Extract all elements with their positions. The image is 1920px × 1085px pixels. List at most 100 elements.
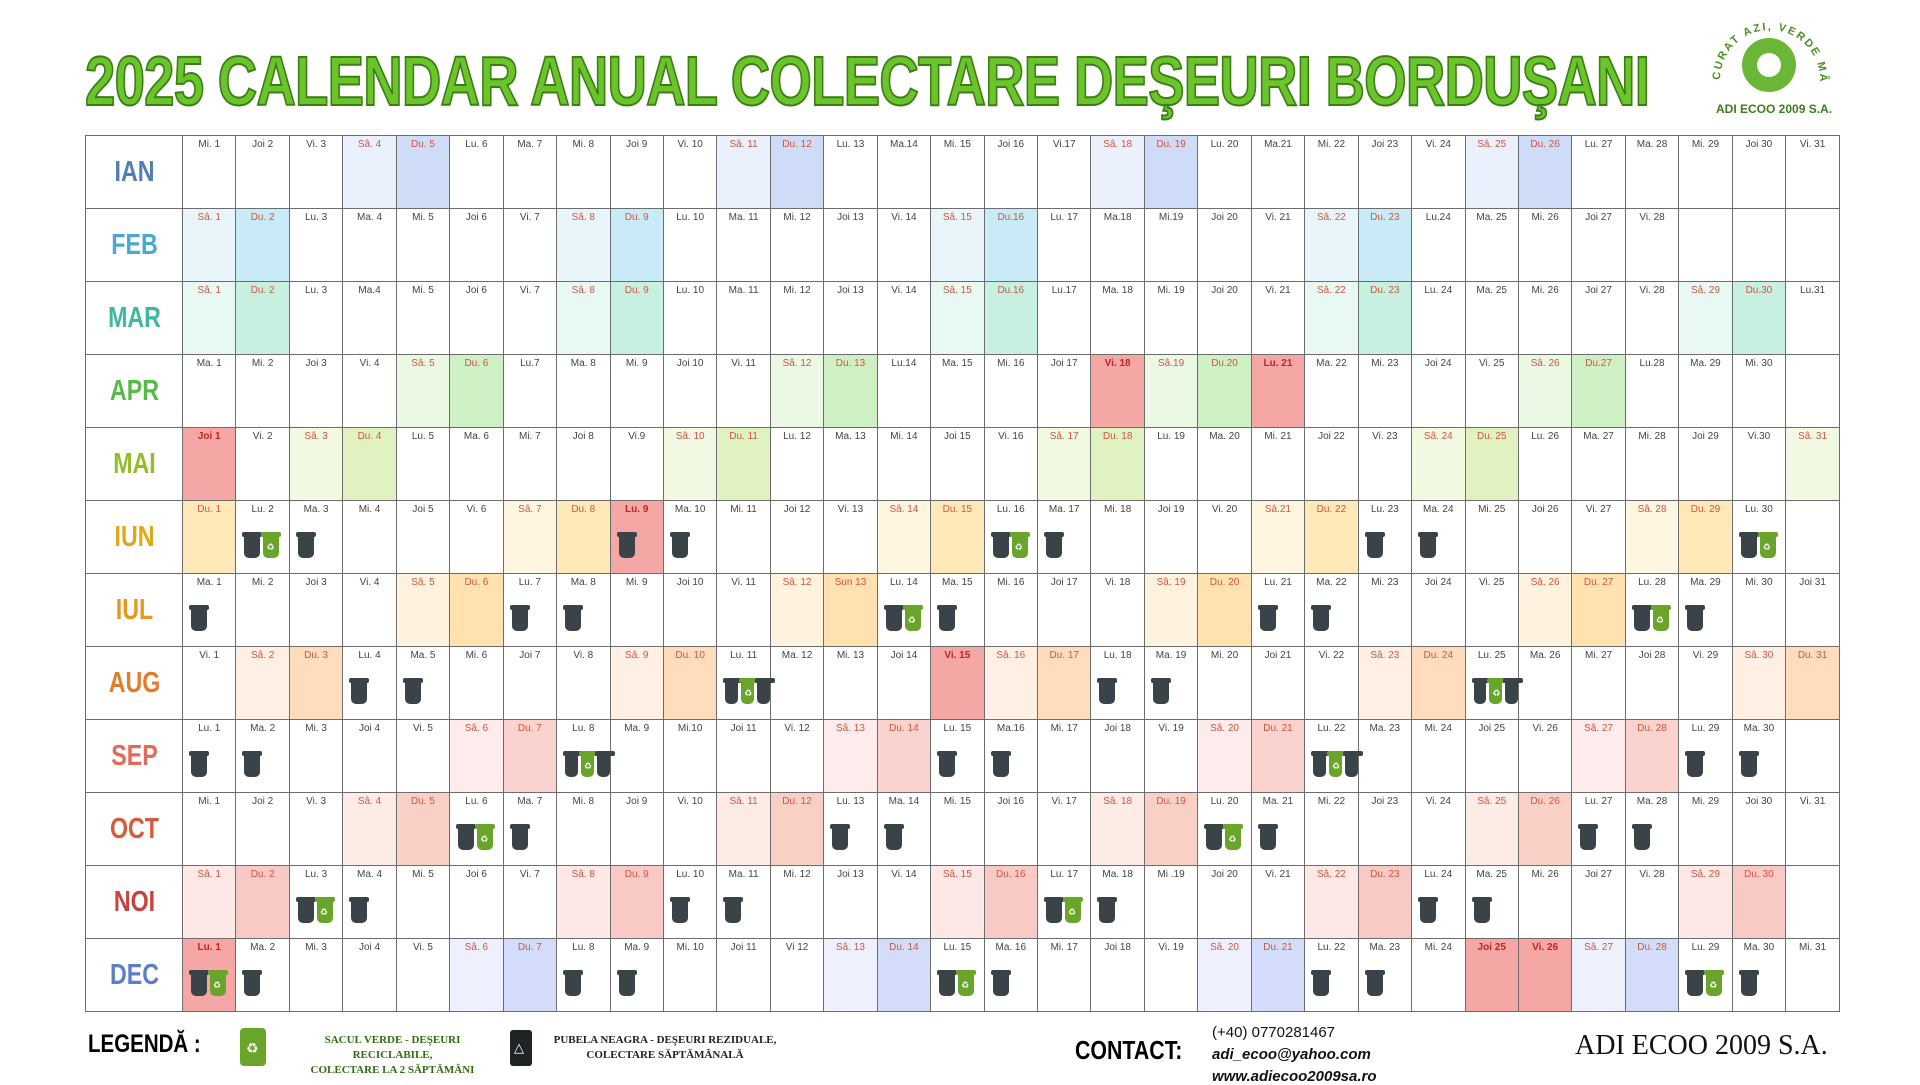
day-label: Lu. 11 — [730, 650, 758, 661]
day-cell: Ma. 7 — [502, 135, 558, 209]
day-label: Du.20 — [1211, 358, 1238, 369]
day-cell: Du. 27 — [1571, 573, 1626, 647]
black-residual-bin-icon — [990, 751, 1011, 777]
day-label: Sâ.19 — [1158, 358, 1185, 369]
month-row: IAN Mi. 1 Joi 2 Vi. 3 Sâ. 4 Du. 5 Lu. 6 Ma. 7 Mi… — [86, 135, 1840, 209]
day-cell: Vi. 18 — [1090, 354, 1145, 428]
day-label: Mi. 2 — [251, 577, 274, 588]
day-label: Vi.17 — [1052, 139, 1076, 150]
day-cell: Mi. 19 — [1143, 281, 1199, 355]
day-cell: Ma. 20 — [1197, 427, 1252, 501]
month-name: SEP — [94, 719, 174, 793]
day-cell: Sâ. 27 — [1571, 719, 1626, 793]
day-label: Ma. 10 — [674, 504, 706, 515]
day-cell: Joi 23 — [1357, 135, 1413, 209]
day-label: Lu. 29 — [1691, 942, 1720, 953]
day-cell: Vi. 18 — [1090, 573, 1145, 647]
day-label: Mi. 9 — [625, 577, 648, 588]
black-residual-bin-icon — [990, 532, 1011, 558]
day-cell: Mi. 3 — [288, 938, 344, 1012]
day-cell: Mi. 4 — [342, 500, 397, 574]
day-cell: Lu. 27 — [1571, 135, 1626, 209]
day-cell: Sâ. 22 — [1304, 208, 1359, 282]
day-cell: Joi 17 — [1036, 573, 1092, 647]
day-cell: Du. 5 — [395, 135, 451, 209]
day-label: Vi. 7 — [519, 869, 540, 880]
day-cell: Mi. 31 — [1785, 938, 1840, 1012]
day-cell: Joi 31 — [1785, 573, 1840, 647]
day-label: Mi. 6 — [465, 650, 488, 661]
day-cell: Joi 9 — [609, 135, 664, 209]
day-label: Lu. 18 — [1103, 650, 1132, 661]
day-cell: Mi. 16 — [983, 354, 1039, 428]
day-label: Vi. 31 — [1799, 139, 1826, 150]
day-cell: Lu. 24 — [1411, 281, 1466, 355]
day-cell: Sâ. 18 — [1090, 792, 1145, 866]
day-cell: Du. 12 — [769, 135, 825, 209]
day-cell: Vi. 2 — [235, 427, 290, 501]
day-cell: Lu. 29 — [1678, 938, 1733, 1012]
day-cell: Du. 23 — [1357, 865, 1413, 939]
day-label: Sâ. 28 — [1637, 504, 1667, 515]
day-label: Mi. 22 — [1317, 796, 1346, 807]
day-label: Ma. 28 — [1636, 139, 1668, 150]
day-label: Mi. 27 — [1584, 650, 1613, 661]
day-label: Joi 16 — [997, 139, 1025, 150]
day-cell: Ma. 11 — [716, 208, 771, 282]
day-cell: Mi. 1 — [181, 792, 237, 866]
contact-website[interactable]: www.adiecoo2009sa.ro — [1212, 1068, 1377, 1085]
day-label: Sâ. 1 — [197, 869, 221, 880]
day-label: Du. 14 — [889, 723, 919, 734]
day-label: Ma. 1 — [196, 577, 222, 588]
day-label: Mi. 8 — [572, 139, 595, 150]
day-label: Vi. 10 — [677, 139, 703, 150]
black-residual-bin-icon — [563, 605, 584, 631]
day-cell: Du. 18 — [1090, 427, 1145, 501]
day-cell: Vi. 4 — [342, 354, 397, 428]
contact-email[interactable]: adi_ecoo@yahoo.com — [1212, 1046, 1371, 1063]
day-cell: Lu. 11 — [716, 646, 775, 720]
day-label: Du. 17 — [1049, 650, 1079, 661]
day-label: Ma. 15 — [942, 358, 973, 369]
day-cell: Du.16 — [983, 281, 1039, 355]
black-residual-bin-icon — [509, 824, 530, 850]
day-label: Mi. 26 — [1531, 869, 1559, 880]
day-cell: Vi. 22 — [1304, 646, 1359, 720]
day-cell: Joi 25 — [1464, 719, 1519, 793]
day-cell: Vi. 6 — [449, 500, 504, 574]
day-label: Du. 7 — [517, 942, 542, 953]
black-residual-bin-icon — [669, 897, 690, 923]
black-residual-bin-icon — [1257, 824, 1278, 850]
day-label: Vi. 20 — [1211, 504, 1238, 515]
day-cell: Du. 17 — [1036, 646, 1092, 720]
day-cell: Ma. 29 — [1678, 354, 1733, 428]
contact-label: CONTACT: — [1075, 1035, 1183, 1065]
day-label: Sâ. 12 — [782, 577, 812, 588]
day-cell: Du. 6 — [449, 573, 504, 647]
day-cell: Joi 15 — [930, 427, 985, 501]
month-row: IUL Ma. 1 Mi. 2 Joi 3 Vi. 4 Sâ. 5 Du. 6 Lu. 7 Ma… — [86, 573, 1840, 647]
day-label: Ma. 12 — [781, 650, 813, 661]
day-cell: Ma. 5 — [395, 646, 451, 720]
day-cell: Ma. 19 — [1143, 646, 1199, 720]
green-recycling-bag-icon — [902, 605, 923, 631]
day-cell: Lu. 14 — [876, 573, 932, 647]
day-label: Vi. 26 — [1532, 942, 1559, 953]
day-cell: Du. 30 — [1731, 865, 1787, 939]
day-label: Lu. 24 — [1424, 285, 1453, 296]
day-label: Du. 21 — [1263, 942, 1293, 953]
day-label: Sâ. 9 — [625, 650, 649, 661]
legend-green-line-2: COLECTARE LA 2 SĂPTĂMÂNI — [310, 1064, 475, 1076]
legend-black-line-2: COLECTARE SĂPTĂMÂNALĂ — [586, 1049, 744, 1061]
day-label: Mi.10 — [677, 723, 703, 734]
day-cell: Sâ. 25 — [1464, 792, 1519, 866]
black-residual-bin-icon — [189, 970, 209, 996]
day-label: Du. 31 — [1797, 650, 1828, 661]
day-label: Mi. 12 — [783, 212, 811, 223]
day-cell: Ma. 1 — [181, 573, 237, 647]
green-recycling-bag-icon — [475, 824, 496, 850]
day-cell: Lu. 9 — [609, 500, 664, 574]
day-label: Ma. 22 — [1316, 577, 1347, 588]
day-label: Joi 4 — [358, 942, 381, 953]
day-cell: Lu. 22 — [1304, 938, 1359, 1012]
